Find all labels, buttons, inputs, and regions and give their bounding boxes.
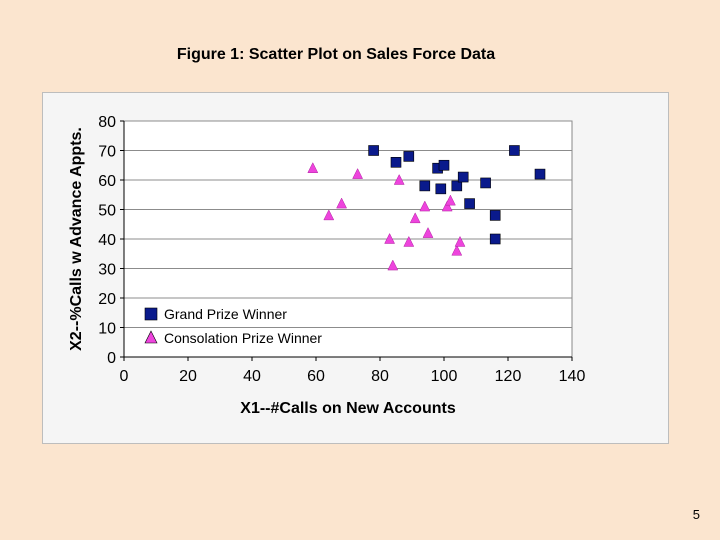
data-point-triangle — [352, 168, 364, 179]
y-tick-label: 20 — [98, 291, 116, 308]
data-point-square — [489, 210, 501, 221]
data-point-triangle — [444, 194, 456, 206]
y-axis-label: X2--%Calls w Advance Appts. — [68, 127, 85, 351]
data-point-triangle — [307, 162, 319, 173]
x-tick-label: 40 — [243, 368, 261, 385]
chart-title: Figure 1: Scatter Plot on Sales Force Da… — [176, 46, 496, 63]
data-point-square — [419, 180, 431, 192]
y-tick-label: 30 — [98, 262, 116, 279]
chart-area: 0 10 20 30 40 50 60 70 80 0 20 40 60 80 100 120 140 X1--#… — [42, 92, 669, 444]
data-point-triangle — [422, 227, 434, 238]
legend-label: Consolation Prize Winner — [164, 330, 322, 346]
data-point-triangle — [387, 259, 399, 271]
data-point-triangle — [454, 235, 466, 247]
data-point-square — [509, 145, 520, 156]
y-tick-label: 40 — [98, 232, 116, 249]
data-point-triangle — [409, 212, 421, 224]
data-point-triangle — [336, 197, 348, 209]
data-point-square — [457, 171, 469, 183]
data-point-square — [464, 198, 475, 209]
x-tick-label: 20 — [179, 368, 197, 385]
data-point-triangle — [393, 173, 405, 185]
data-point-square — [451, 180, 463, 192]
x-tick-label: 100 — [431, 368, 458, 385]
data-point-triangle — [384, 232, 396, 244]
data-point-square — [534, 168, 546, 180]
data-point-triangle — [451, 244, 463, 256]
data-point-triangle — [403, 235, 415, 247]
y-tick-label: 0 — [107, 350, 116, 367]
data-point-square — [368, 145, 379, 156]
x-tick-label: 120 — [495, 368, 522, 385]
data-point-square — [403, 151, 415, 162]
x-tick-label: 80 — [371, 368, 389, 385]
data-point-square — [435, 183, 447, 195]
data-point-square — [438, 159, 450, 171]
data-point-square — [480, 177, 491, 189]
data-point-triangle — [419, 200, 431, 212]
x-tick-label: 0 — [120, 368, 129, 385]
x-axis-label: X1--#Calls on New Accounts — [240, 400, 456, 417]
scatter-plot: 0 10 20 30 40 50 60 70 80 0 20 40 60 80 100 120 140 X1--#… — [68, 114, 586, 417]
y-tick-label: 10 — [98, 321, 116, 338]
data-point-triangle — [441, 200, 453, 212]
data-point-square — [390, 157, 402, 168]
legend-marker-square — [144, 307, 158, 321]
data-point-square — [489, 233, 501, 245]
y-tick-label: 70 — [98, 144, 116, 161]
data-point-triangle — [323, 209, 335, 221]
y-tick-label: 60 — [98, 173, 116, 190]
y-tick-label: 50 — [98, 203, 116, 220]
legend-label: Grand Prize Winner — [164, 306, 287, 322]
x-tick-label: 140 — [559, 368, 586, 385]
x-tick-label: 60 — [307, 368, 325, 385]
page-number: 5 — [692, 507, 700, 522]
legend-marker-triangle — [144, 330, 158, 344]
y-tick-label: 80 — [98, 114, 116, 131]
